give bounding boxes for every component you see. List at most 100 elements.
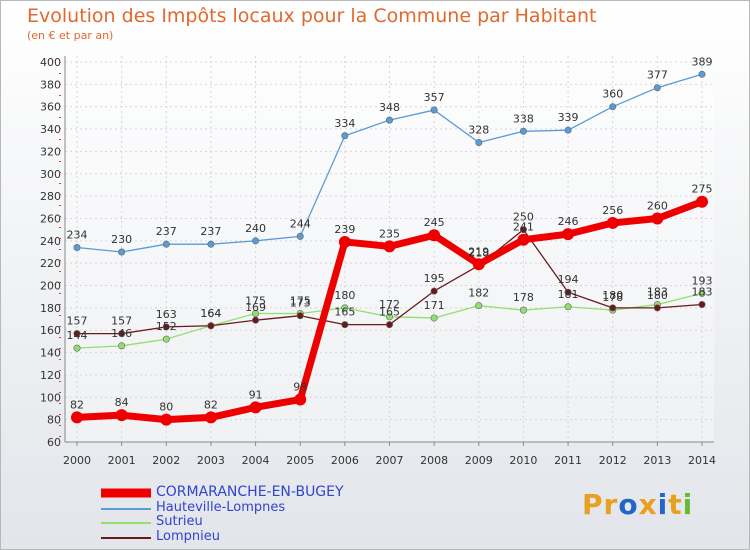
x-tick-label: 2011 <box>554 454 582 467</box>
data-point <box>430 314 438 322</box>
data-label: 157 <box>67 315 88 328</box>
data-label: 183 <box>647 286 668 299</box>
data-point <box>430 287 438 295</box>
y-tick-label: 200 <box>40 280 61 293</box>
data-point <box>341 321 349 329</box>
data-label: 241 <box>513 221 534 234</box>
data-point <box>385 313 393 321</box>
data-label: 338 <box>513 112 534 125</box>
data-label: 172 <box>379 298 400 311</box>
y-tick-label: 320 <box>40 145 61 158</box>
x-tick-label: 2002 <box>152 454 180 467</box>
y-tick-label: 80 <box>47 414 61 427</box>
data-label: 245 <box>424 216 445 229</box>
y-tick-label: 60 <box>47 436 61 449</box>
y-tick-label: 240 <box>40 235 61 248</box>
chart-title: Evolution des Impôts locaux pour la Comm… <box>27 5 597 27</box>
data-point <box>341 304 349 312</box>
x-tick-label: 2010 <box>509 454 537 467</box>
data-label: 183 <box>692 286 713 299</box>
brand-logo-part: i <box>682 488 694 521</box>
data-point <box>383 240 396 253</box>
data-point <box>472 258 485 271</box>
x-tick-label: 2012 <box>599 454 627 467</box>
data-label: 360 <box>602 88 623 101</box>
data-point <box>73 344 81 352</box>
x-tick-label: 2003 <box>197 454 225 467</box>
data-point <box>341 132 349 140</box>
data-label: 244 <box>290 217 311 230</box>
data-point <box>519 226 527 234</box>
data-label: 165 <box>334 306 355 319</box>
data-label: 237 <box>156 225 177 238</box>
data-label: 173 <box>290 297 311 310</box>
x-tick-label: 2006 <box>331 454 359 467</box>
data-point <box>385 321 393 329</box>
data-label: 180 <box>602 289 623 302</box>
data-point <box>338 235 351 248</box>
data-point <box>475 138 483 146</box>
data-point <box>562 228 575 241</box>
data-label: 175 <box>245 294 266 307</box>
x-tick-label: 2014 <box>688 454 716 467</box>
data-label: 152 <box>156 320 177 333</box>
legend-label: Sutrieu <box>156 514 203 529</box>
data-point <box>162 240 170 248</box>
data-point <box>385 116 393 124</box>
data-label: 178 <box>602 291 623 304</box>
data-point <box>517 233 530 246</box>
brand-logo-part: x <box>638 488 658 521</box>
data-label: 82 <box>204 398 218 411</box>
data-point <box>204 411 217 424</box>
data-label: 82 <box>70 398 84 411</box>
y-tick-label: 220 <box>40 257 61 270</box>
data-point <box>475 302 483 310</box>
data-point <box>651 212 664 225</box>
x-tick-label: 2004 <box>242 454 270 467</box>
data-label: 230 <box>111 233 132 246</box>
data-label: 163 <box>156 308 177 321</box>
data-label: 219 <box>468 245 489 258</box>
data-label: 348 <box>379 101 400 114</box>
data-label: 195 <box>424 272 445 285</box>
data-label: 98 <box>293 381 307 394</box>
y-tick-label: 360 <box>40 101 61 114</box>
y-tick-label: 280 <box>40 190 61 203</box>
data-point <box>519 306 527 314</box>
y-tick-label: 120 <box>40 369 61 382</box>
brand-logo-part: Pr <box>582 488 619 521</box>
x-tick-label: 2000 <box>63 454 91 467</box>
data-label: 144 <box>67 329 88 342</box>
data-point <box>249 401 262 414</box>
data-point <box>564 288 572 296</box>
data-label: 334 <box>334 117 355 130</box>
legend-label: Lompnieu <box>156 529 220 544</box>
data-point <box>698 301 706 309</box>
y-tick-label: 400 <box>40 56 61 69</box>
x-tick-label: 2013 <box>643 454 671 467</box>
data-label: 146 <box>111 327 132 340</box>
data-label: 181 <box>558 288 579 301</box>
data-label: 194 <box>558 273 579 286</box>
y-tick-label: 260 <box>40 212 61 225</box>
data-point <box>71 411 83 424</box>
data-point <box>519 127 527 135</box>
y-tick-label: 160 <box>40 324 61 337</box>
y-tick-label: 380 <box>40 78 61 91</box>
data-point <box>207 240 215 248</box>
legend-swatches <box>101 488 151 539</box>
x-tick-label: 2005 <box>286 454 314 467</box>
data-label: 182 <box>468 287 489 300</box>
data-point <box>252 237 260 245</box>
data-point <box>609 103 617 111</box>
data-point <box>609 304 617 312</box>
data-point <box>252 309 260 317</box>
data-point <box>606 216 619 229</box>
data-point <box>564 303 572 311</box>
data-label: 180 <box>647 289 668 302</box>
y-tick-label: 140 <box>40 347 61 360</box>
data-label: 239 <box>334 223 355 236</box>
data-label: 234 <box>67 229 88 242</box>
